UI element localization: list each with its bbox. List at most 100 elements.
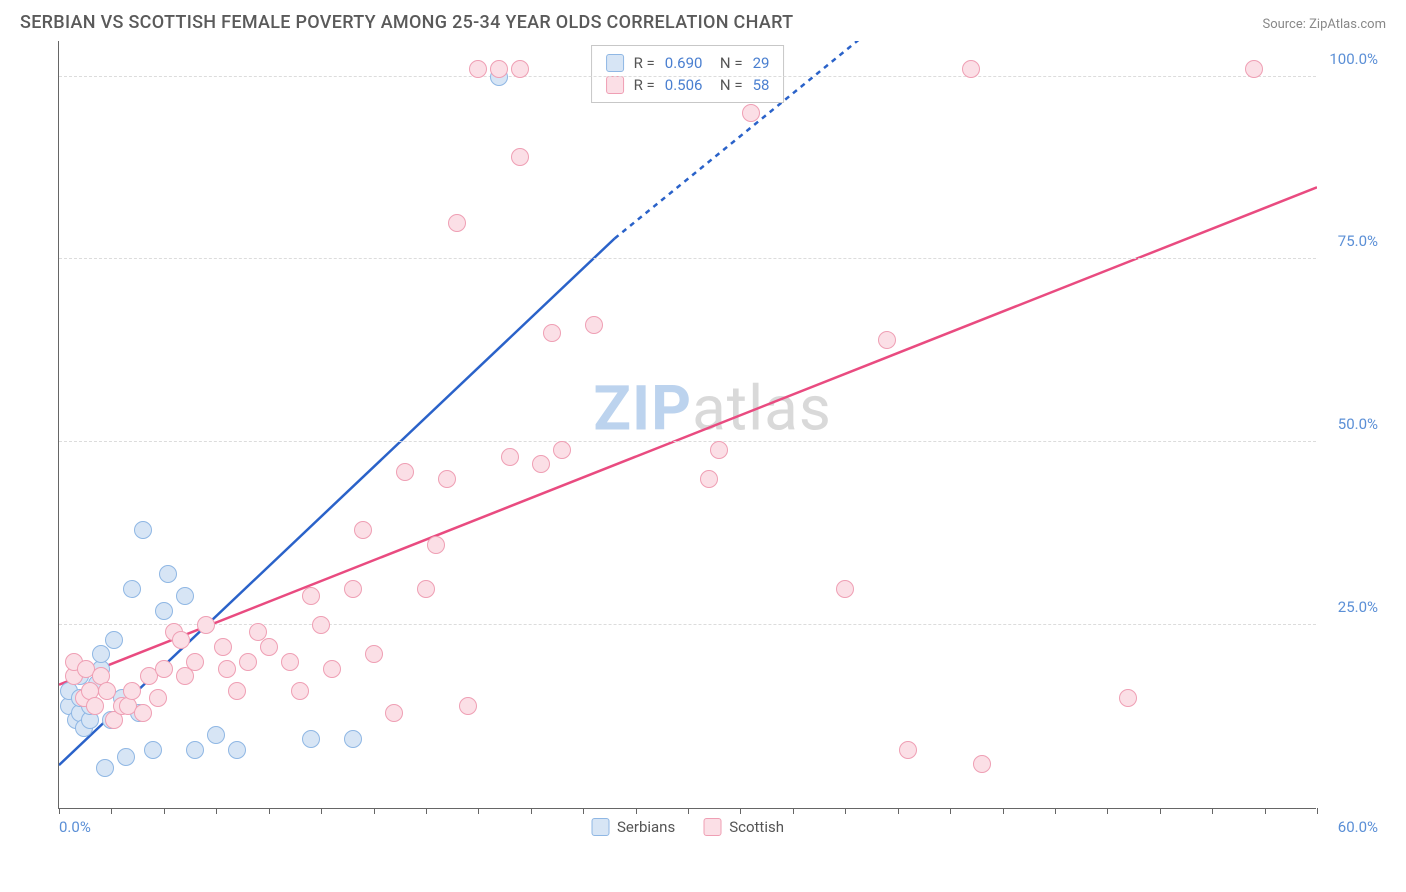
y-tick-label: 75.0% <box>1322 232 1378 250</box>
data-point <box>742 104 760 122</box>
data-point <box>585 316 603 334</box>
chart-source: Source: ZipAtlas.com <box>1262 17 1386 32</box>
data-point <box>291 682 309 700</box>
data-point <box>490 60 508 78</box>
legend-swatch <box>703 818 721 836</box>
legend-swatch <box>606 76 624 94</box>
data-point <box>710 441 728 459</box>
legend-series: Serbians Scottish <box>591 818 784 836</box>
data-point <box>1119 689 1137 707</box>
data-point <box>186 741 204 759</box>
x-tick <box>1107 808 1108 814</box>
data-point <box>427 536 445 554</box>
y-tick-label: 50.0% <box>1322 415 1378 433</box>
data-point <box>302 730 320 748</box>
grid-line <box>59 258 1316 259</box>
data-point <box>123 580 141 598</box>
x-tick <box>1212 808 1213 814</box>
data-point <box>511 60 529 78</box>
data-point <box>385 704 403 722</box>
data-point <box>134 704 152 722</box>
x-tick <box>583 808 584 814</box>
data-point <box>155 602 173 620</box>
data-point <box>105 631 123 649</box>
chart-header: SERBIAN VS SCOTTISH FEMALE POVERTY AMONG… <box>0 0 1406 41</box>
y-tick-label: 25.0% <box>1322 598 1378 616</box>
x-tick <box>111 808 112 814</box>
x-tick <box>1265 808 1266 814</box>
data-point <box>172 631 190 649</box>
x-tick <box>740 808 741 814</box>
legend-item: Scottish <box>703 818 784 836</box>
x-tick <box>793 808 794 814</box>
data-point <box>302 587 320 605</box>
data-point <box>86 697 104 715</box>
x-tick <box>531 808 532 814</box>
data-point <box>96 759 114 777</box>
data-point <box>239 653 257 671</box>
data-point <box>281 653 299 671</box>
data-point <box>159 565 177 583</box>
data-point <box>186 653 204 671</box>
chart-container: Female Poverty Among 25-34 Year Olds ZIP… <box>58 41 1386 809</box>
data-point <box>344 580 362 598</box>
data-point <box>543 324 561 342</box>
data-point <box>218 660 236 678</box>
data-point <box>469 60 487 78</box>
data-point <box>228 682 246 700</box>
data-point <box>344 730 362 748</box>
legend-stat-row: R = 0.690 N = 29 <box>606 52 770 74</box>
data-point <box>899 741 917 759</box>
x-tick <box>478 808 479 814</box>
data-point <box>228 741 246 759</box>
plot-area: ZIPatlas R = 0.690 N = 29R = 0.506 N = 5… <box>58 41 1316 809</box>
data-point <box>354 521 372 539</box>
x-tick <box>321 808 322 814</box>
data-point <box>98 682 116 700</box>
x-tick <box>1003 808 1004 814</box>
data-point <box>836 580 854 598</box>
data-point <box>396 463 414 481</box>
data-point <box>117 748 135 766</box>
data-point <box>1245 60 1263 78</box>
x-tick <box>164 808 165 814</box>
x-tick <box>269 808 270 814</box>
y-tick-label: 100.0% <box>1322 50 1378 68</box>
grid-line <box>59 441 1316 442</box>
x-tick <box>636 808 637 814</box>
data-point <box>92 645 110 663</box>
data-point <box>214 638 232 656</box>
x-tick <box>688 808 689 814</box>
legend-stats: R = 0.690 N = 29R = 0.506 N = 58 <box>591 45 785 103</box>
data-point <box>176 587 194 605</box>
legend-item: Serbians <box>591 818 675 836</box>
data-point <box>134 521 152 539</box>
x-tick <box>216 808 217 814</box>
data-point <box>962 60 980 78</box>
x-tick <box>1317 808 1318 814</box>
data-point <box>207 726 225 744</box>
data-point <box>448 214 466 232</box>
data-point <box>365 645 383 663</box>
legend-stat-row: R = 0.506 N = 58 <box>606 74 770 96</box>
x-tick <box>845 808 846 814</box>
x-tick <box>59 808 60 814</box>
x-tick <box>950 808 951 814</box>
data-point <box>123 682 141 700</box>
legend-swatch <box>606 54 624 72</box>
legend-swatch <box>591 818 609 836</box>
data-point <box>197 616 215 634</box>
chart-title: SERBIAN VS SCOTTISH FEMALE POVERTY AMONG… <box>20 12 793 33</box>
x-tick <box>1160 808 1161 814</box>
grid-line <box>59 624 1316 625</box>
data-point <box>149 689 167 707</box>
data-point <box>260 638 278 656</box>
data-point <box>438 470 456 488</box>
x-tick <box>426 808 427 814</box>
data-point <box>323 660 341 678</box>
data-point <box>532 455 550 473</box>
data-point <box>501 448 519 466</box>
x-tick-label: 0.0% <box>59 818 91 836</box>
grid-line <box>59 76 1316 77</box>
x-tick <box>898 808 899 814</box>
